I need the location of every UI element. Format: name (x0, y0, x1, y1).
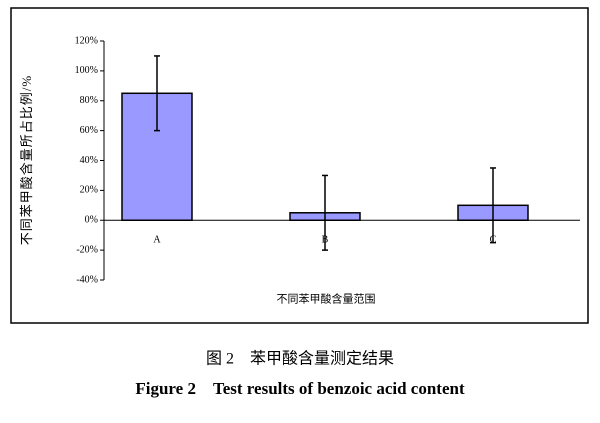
y-tick-label: 20% (80, 185, 98, 196)
y-tick-label: 40% (80, 155, 98, 166)
x-axis-label: 不同苯甲酸含量范围 (277, 292, 376, 306)
y-tick-label: 0% (85, 215, 98, 226)
x-tick-label: B (322, 235, 329, 246)
y-tick-label: 60% (80, 125, 98, 136)
y-axis-label: 不同苯甲酸含量所占比例/% (19, 75, 34, 245)
caption-chinese: 图 2 苯甲酸含量测定结果 (206, 350, 394, 368)
caption-english: Figure 2 Test results of benzoic acid co… (135, 379, 465, 398)
chart-frame (10, 7, 589, 324)
y-tick-label: -20% (76, 244, 98, 255)
y-tick-label: 80% (80, 95, 98, 106)
x-tick-label: A (153, 235, 161, 246)
x-tick-label: C (490, 235, 497, 246)
y-tick-label: -40% (76, 274, 98, 285)
y-tick-label: 100% (75, 65, 98, 76)
y-tick-label: 120% (75, 35, 98, 46)
